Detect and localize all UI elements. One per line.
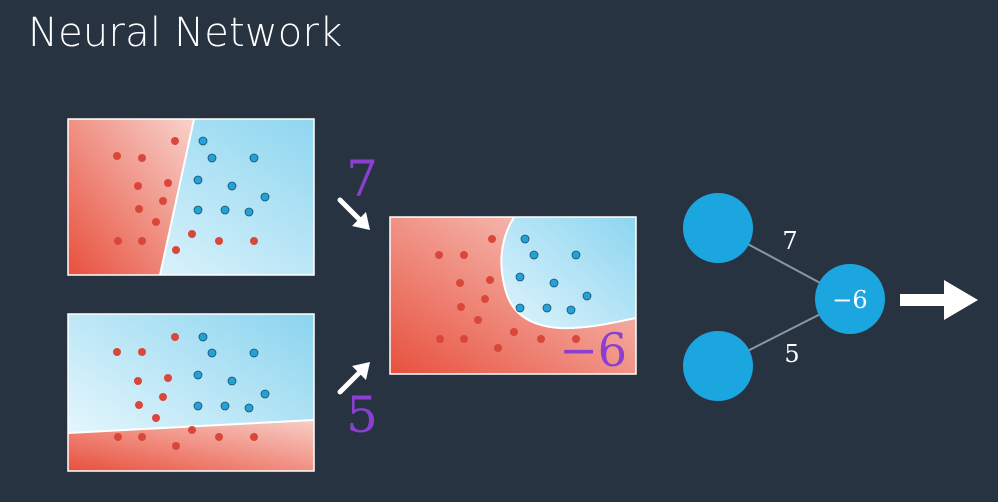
combined-classifier-panel: −6	[389, 216, 637, 377]
panel-top-red-region	[68, 119, 194, 275]
input-node-top	[683, 193, 753, 263]
edge-bottom-weight: 5	[784, 340, 799, 368]
output-arrow-icon	[900, 280, 978, 320]
classifier-panel-top	[67, 118, 315, 276]
panel-combined-red-points	[435, 235, 580, 352]
panel-bottom-red-points	[113, 333, 258, 450]
panel-combined-boundary	[500, 217, 636, 330]
page-title: Neural Network	[28, 10, 343, 56]
panel-top-blue-points	[193, 136, 270, 217]
output-node-bias: −6	[832, 286, 867, 314]
bias-label: −6	[559, 323, 627, 377]
neural-network: 7 5 −6	[683, 193, 885, 401]
input-node-bottom	[683, 331, 753, 401]
panel-bottom-blue-points	[193, 332, 270, 413]
panel-combined-blue-points	[515, 234, 592, 315]
arrow-bottom-icon	[337, 362, 370, 395]
panel-bottom-red-region	[68, 420, 314, 471]
output-node	[815, 264, 885, 334]
weight-top-label: 7	[346, 150, 378, 208]
edge-top-weight: 7	[782, 227, 797, 255]
panel-top-red-points	[113, 137, 258, 254]
weight-bottom-label: 5	[346, 386, 378, 444]
classifier-panel-bottom	[67, 313, 315, 472]
arrow-top-icon	[337, 197, 370, 230]
panel-combined-blue-region	[501, 217, 636, 329]
panel-top-boundary	[159, 119, 195, 275]
